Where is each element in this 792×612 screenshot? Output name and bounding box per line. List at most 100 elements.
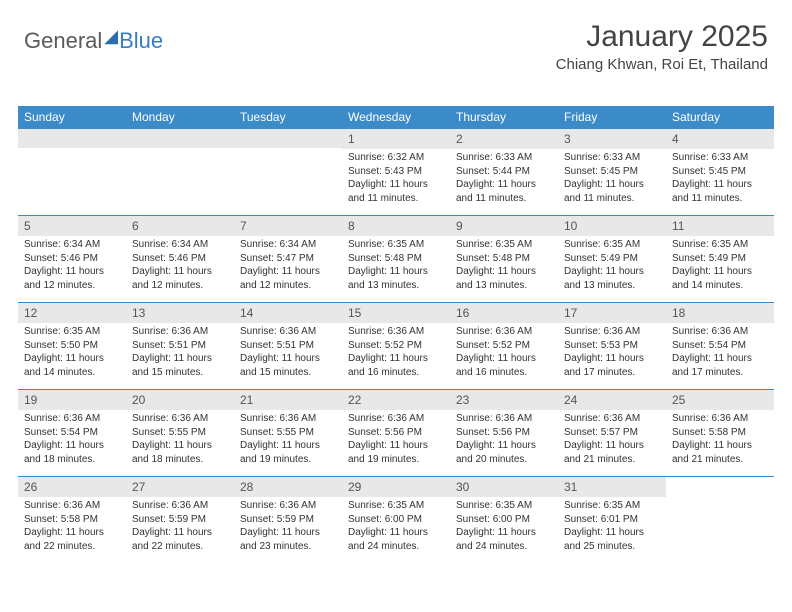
sunrise-text: Sunrise: 6:36 AM — [348, 325, 444, 339]
daylight-text: Daylight: 11 hours and 14 minutes. — [672, 265, 768, 292]
day-cell: 3Sunrise: 6:33 AMSunset: 5:45 PMDaylight… — [558, 129, 666, 215]
flag-icon: ◢ — [104, 26, 118, 47]
sunset-text: Sunset: 5:55 PM — [132, 426, 228, 440]
day-cell: 17Sunrise: 6:36 AMSunset: 5:53 PMDayligh… — [558, 303, 666, 389]
daylight-text: Daylight: 11 hours and 11 minutes. — [456, 178, 552, 205]
sunset-text: Sunset: 6:01 PM — [564, 513, 660, 527]
day-content: Sunrise: 6:36 AMSunset: 5:58 PMDaylight:… — [666, 410, 774, 470]
day-number: 16 — [450, 303, 558, 323]
day-content: Sunrise: 6:36 AMSunset: 5:51 PMDaylight:… — [234, 323, 342, 383]
day-cell: 20Sunrise: 6:36 AMSunset: 5:55 PMDayligh… — [126, 390, 234, 476]
day-content: Sunrise: 6:35 AMSunset: 6:00 PMDaylight:… — [450, 497, 558, 557]
day-content: Sunrise: 6:36 AMSunset: 5:56 PMDaylight:… — [342, 410, 450, 470]
sunset-text: Sunset: 5:45 PM — [564, 165, 660, 179]
daylight-text: Daylight: 11 hours and 15 minutes. — [240, 352, 336, 379]
sunset-text: Sunset: 5:58 PM — [24, 513, 120, 527]
daylight-text: Daylight: 11 hours and 21 minutes. — [564, 439, 660, 466]
week-row: 1Sunrise: 6:32 AMSunset: 5:43 PMDaylight… — [18, 128, 774, 215]
page-title: January 2025 — [556, 20, 768, 54]
day-content: Sunrise: 6:36 AMSunset: 5:54 PMDaylight:… — [18, 410, 126, 470]
week-row: 26Sunrise: 6:36 AMSunset: 5:58 PMDayligh… — [18, 476, 774, 563]
day-cell: 4Sunrise: 6:33 AMSunset: 5:45 PMDaylight… — [666, 129, 774, 215]
sunrise-text: Sunrise: 6:36 AM — [132, 412, 228, 426]
day-number: 27 — [126, 477, 234, 497]
sunrise-text: Sunrise: 6:36 AM — [456, 325, 552, 339]
day-number: 8 — [342, 216, 450, 236]
day-cell: 13Sunrise: 6:36 AMSunset: 5:51 PMDayligh… — [126, 303, 234, 389]
day-cell: 8Sunrise: 6:35 AMSunset: 5:48 PMDaylight… — [342, 216, 450, 302]
sunset-text: Sunset: 5:49 PM — [672, 252, 768, 266]
day-number: 4 — [666, 129, 774, 149]
page-header: January 2025 Chiang Khwan, Roi Et, Thail… — [556, 20, 768, 73]
day-cell: 14Sunrise: 6:36 AMSunset: 5:51 PMDayligh… — [234, 303, 342, 389]
day-number: 1 — [342, 129, 450, 149]
day-cell: 7 Sunrise: 6:34 AMSunset: 5:47 PMDaylight… — [234, 216, 342, 302]
sunset-text: Sunset: 5:49 PM — [564, 252, 660, 266]
empty-day-cell — [126, 129, 234, 215]
day-content: Sunrise: 6:35 AMSunset: 5:48 PMDaylight:… — [342, 236, 450, 296]
day-number: 11 — [666, 216, 774, 236]
day-cell: 12Sunrise: 6:35 AMSunset: 5:50 PMDayligh… — [18, 303, 126, 389]
calendar-table: SundayMondayTuesdayWednesdayThursdayFrid… — [18, 106, 774, 563]
day-cell: 27Sunrise: 6:36 AMSunset: 5:59 PMDayligh… — [126, 477, 234, 563]
day-content: Sunrise: 6:33 AMSunset: 5:45 PMDaylight:… — [666, 149, 774, 209]
day-number: 6 — [126, 216, 234, 236]
day-number: 2 — [450, 129, 558, 149]
day-number: 18 — [666, 303, 774, 323]
day-number: 12 — [18, 303, 126, 323]
day-content: Sunrise: 6:36 AMSunset: 5:59 PMDaylight:… — [234, 497, 342, 557]
daylight-text: Daylight: 11 hours and 18 minutes. — [132, 439, 228, 466]
sunrise-text: Sunrise: 6:35 AM — [456, 499, 552, 513]
day-cell: 15Sunrise: 6:36 AMSunset: 5:52 PMDayligh… — [342, 303, 450, 389]
day-number: 20 — [126, 390, 234, 410]
day-number: 19 — [18, 390, 126, 410]
weekday-header: Monday — [126, 106, 234, 128]
sunrise-text: Sunrise: 6:35 AM — [24, 325, 120, 339]
day-content: Sunrise: 6:35 AMSunset: 6:00 PMDaylight:… — [342, 497, 450, 557]
daylight-text: Daylight: 11 hours and 24 minutes. — [456, 526, 552, 553]
sunrise-text: Sunrise: 6:33 AM — [564, 151, 660, 165]
day-content: Sunrise: 6:36 AMSunset: 5:55 PMDaylight:… — [126, 410, 234, 470]
sunset-text: Sunset: 5:55 PM — [240, 426, 336, 440]
daylight-text: Daylight: 11 hours and 12 minutes. — [132, 265, 228, 292]
daylight-text: Daylight: 11 hours and 12 minutes. — [24, 265, 120, 292]
day-content: Sunrise: 6:35 AMSunset: 5:49 PMDaylight:… — [558, 236, 666, 296]
day-cell: 23Sunrise: 6:36 AMSunset: 5:56 PMDayligh… — [450, 390, 558, 476]
day-number: 7 — [234, 216, 342, 236]
sunset-text: Sunset: 5:56 PM — [348, 426, 444, 440]
day-cell: 29Sunrise: 6:35 AMSunset: 6:00 PMDayligh… — [342, 477, 450, 563]
sunrise-text: Sunrise: 6:34 AM — [240, 238, 336, 252]
day-number: 25 — [666, 390, 774, 410]
day-number: 23 — [450, 390, 558, 410]
sunset-text: Sunset: 5:54 PM — [24, 426, 120, 440]
sunrise-text: Sunrise: 6:36 AM — [240, 499, 336, 513]
daylight-text: Daylight: 11 hours and 13 minutes. — [456, 265, 552, 292]
daylight-text: Daylight: 11 hours and 12 minutes. — [240, 265, 336, 292]
day-cell: 16Sunrise: 6:36 AMSunset: 5:52 PMDayligh… — [450, 303, 558, 389]
day-cell: 9Sunrise: 6:35 AMSunset: 5:48 PMDaylight… — [450, 216, 558, 302]
day-content: Sunrise: 6:36 AMSunset: 5:59 PMDaylight:… — [126, 497, 234, 557]
sunrise-text: Sunrise: 6:36 AM — [564, 412, 660, 426]
sunrise-text: Sunrise: 6:35 AM — [348, 499, 444, 513]
day-number: 9 — [450, 216, 558, 236]
daylight-text: Daylight: 11 hours and 23 minutes. — [240, 526, 336, 553]
day-number: 17 — [558, 303, 666, 323]
day-number: 24 — [558, 390, 666, 410]
sunset-text: Sunset: 5:46 PM — [24, 252, 120, 266]
sunrise-text: Sunrise: 6:35 AM — [564, 499, 660, 513]
day-cell: 21Sunrise: 6:36 AMSunset: 5:55 PMDayligh… — [234, 390, 342, 476]
sunset-text: Sunset: 5:47 PM — [240, 252, 336, 266]
day-cell: 2Sunrise: 6:33 AMSunset: 5:44 PMDaylight… — [450, 129, 558, 215]
day-cell: 26Sunrise: 6:36 AMSunset: 5:58 PMDayligh… — [18, 477, 126, 563]
day-number: 31 — [558, 477, 666, 497]
daylight-text: Daylight: 11 hours and 16 minutes. — [348, 352, 444, 379]
day-cell: 19Sunrise: 6:36 AMSunset: 5:54 PMDayligh… — [18, 390, 126, 476]
day-number: 13 — [126, 303, 234, 323]
day-number: 3 — [558, 129, 666, 149]
day-content: Sunrise: 6:35 AMSunset: 5:49 PMDaylight:… — [666, 236, 774, 296]
daylight-text: Daylight: 11 hours and 24 minutes. — [348, 526, 444, 553]
daylight-text: Daylight: 11 hours and 16 minutes. — [456, 352, 552, 379]
day-content: Sunrise: 6:35 AMSunset: 6:01 PMDaylight:… — [558, 497, 666, 557]
day-content: Sunrise: 6:35 AMSunset: 5:50 PMDaylight:… — [18, 323, 126, 383]
daylight-text: Daylight: 11 hours and 18 minutes. — [24, 439, 120, 466]
